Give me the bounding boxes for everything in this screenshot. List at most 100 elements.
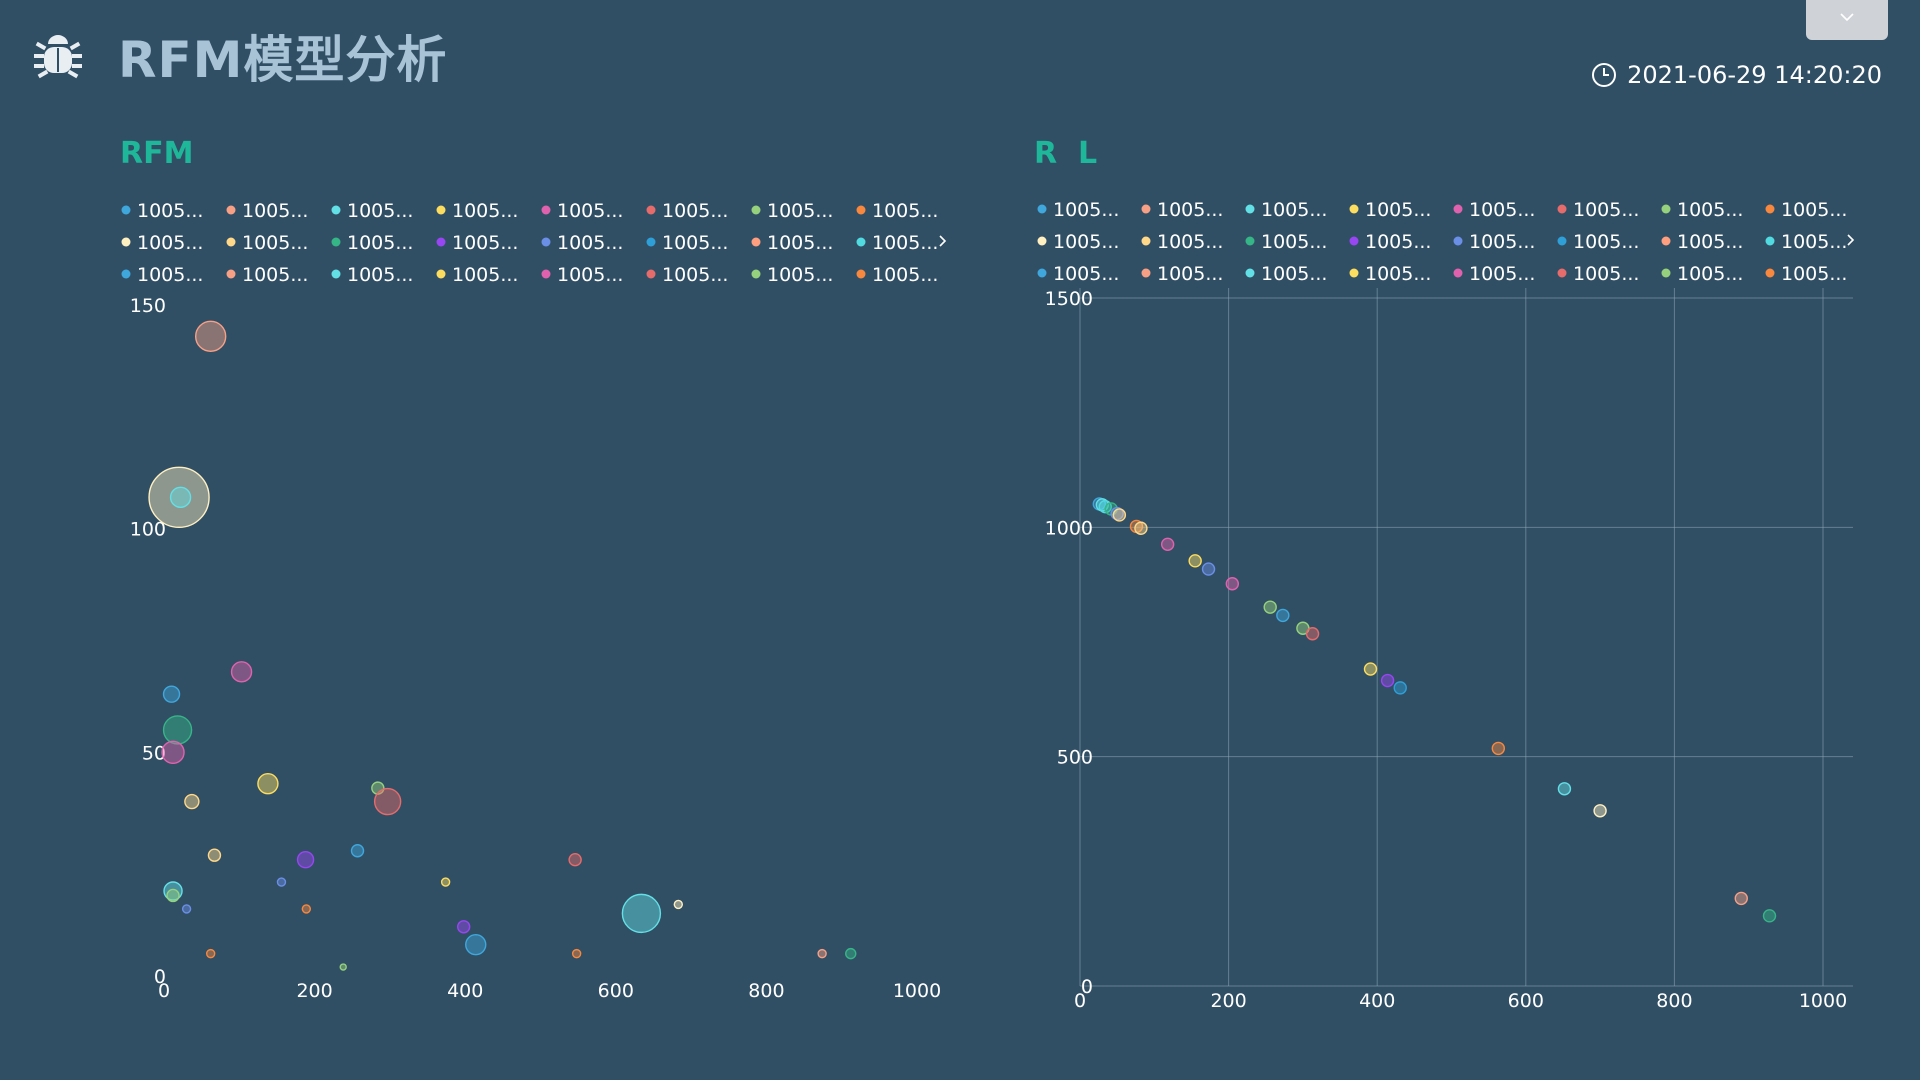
scatter-point[interactable] [456,920,471,934]
scatter-point[interactable] [230,661,253,683]
legend-item[interactable]: 1005... [331,264,414,286]
scatter-point[interactable] [673,899,683,910]
scatter-point[interactable] [1363,662,1378,676]
legend-item[interactable]: 1005... [1245,263,1328,285]
legend-item[interactable]: 1005... [1349,199,1432,221]
legend-item[interactable]: 1005... [1453,263,1536,285]
scatter-point[interactable] [1188,554,1202,568]
scatter-point[interactable] [1225,577,1240,591]
legend-item[interactable]: 1005... [331,232,414,254]
scatter-point[interactable] [161,740,185,765]
legend-item[interactable]: 1005... [856,264,939,286]
legend-item[interactable]: 1005... [1557,263,1640,285]
scatter-point[interactable] [194,320,227,353]
legend-item[interactable]: 1005... [751,200,834,222]
scatter-point[interactable] [1134,521,1148,535]
legend-item[interactable]: 1005... [1037,263,1120,285]
scatter-point[interactable] [257,772,279,795]
legend-item[interactable]: 1005... [121,200,204,222]
scatter-point[interactable] [339,963,347,971]
legend-item[interactable]: 1005... [1141,231,1224,253]
legend-item[interactable]: 1005... [1141,263,1224,285]
legend-item[interactable]: 1005... [1557,199,1640,221]
scatter-point[interactable] [373,787,402,816]
chevron-right-icon[interactable] [939,235,947,247]
legend-item[interactable]: 1005... [121,232,204,254]
legend-item[interactable]: 1005... [646,232,729,254]
legend-item[interactable]: 1005... [226,232,309,254]
legend-item[interactable]: 1005... [1557,231,1640,253]
legend-item[interactable]: 1005... [541,264,624,286]
scatter-point[interactable] [1593,804,1607,818]
scatter-point[interactable] [1263,600,1277,614]
scatter-point[interactable] [301,904,312,914]
legend-item[interactable]: 1005... [331,200,414,222]
dropdown-toggle[interactable] [1806,0,1888,40]
legend-item[interactable]: 1005... [1037,231,1120,253]
legend-item[interactable]: 1005... [226,264,309,286]
legend-item[interactable]: 1005... [1661,199,1744,221]
legend-item[interactable]: 1005... [226,200,309,222]
scatter-point[interactable] [162,715,193,745]
legend-item[interactable]: 1005... [121,264,204,286]
legend-item[interactable]: 1005... [1661,231,1744,253]
scatter-point[interactable] [205,948,216,959]
scatter-point[interactable] [1305,627,1320,641]
scatter-point[interactable] [621,893,662,934]
scatter-point[interactable] [350,844,365,858]
legend-item[interactable]: 1005... [541,200,624,222]
scatter-point[interactable] [162,685,181,703]
legend-item[interactable]: 1005... [856,232,939,254]
chevron-right-icon[interactable] [1847,234,1855,246]
legend-item[interactable]: 1005... [751,264,834,286]
legend-label: 1005... [347,200,413,222]
scatter-point[interactable] [1201,562,1216,576]
legend-item[interactable]: 1005... [1765,231,1848,253]
scatter-point[interactable] [1393,681,1407,695]
legend-item[interactable]: 1005... [646,200,729,222]
legend-item[interactable]: 1005... [436,200,519,222]
scatter-point[interactable] [465,933,487,956]
legend-item[interactable]: 1005... [1453,231,1536,253]
x-tick-label: 200 [1210,990,1246,1012]
scatter-point[interactable] [169,486,192,509]
scatter-point[interactable] [184,793,200,810]
legend-item[interactable]: 1005... [436,264,519,286]
scatter-point[interactable] [571,948,582,959]
scatter-point[interactable] [1762,909,1777,923]
legend-item[interactable]: 1005... [1141,199,1224,221]
legend-item[interactable]: 1005... [751,232,834,254]
legend-item[interactable]: 1005... [541,232,624,254]
legend-item[interactable]: 1005... [1765,199,1848,221]
legend-item[interactable]: 1005... [856,200,939,222]
legend-item[interactable]: 1005... [1349,231,1432,253]
scatter-point[interactable] [163,881,183,901]
scatter-point[interactable] [166,888,180,903]
scatter-point[interactable] [1160,537,1175,552]
scatter-point[interactable] [1734,891,1748,906]
scatter-point[interactable] [207,848,222,862]
scatter-point[interactable] [1491,741,1506,756]
scatter-point[interactable] [1276,608,1290,623]
scatter-point[interactable] [276,877,287,887]
legend-item[interactable]: 1005... [1453,199,1536,221]
scatter-point[interactable] [1112,508,1127,522]
scatter-point[interactable] [568,852,582,867]
scatter-point[interactable] [440,877,451,887]
scatter-point[interactable] [1557,782,1572,796]
legend-item[interactable]: 1005... [1037,199,1120,221]
legend-item[interactable]: 1005... [1765,263,1848,285]
legend-item[interactable]: 1005... [1245,199,1328,221]
scatter-point[interactable] [817,948,827,959]
legend-item[interactable]: 1005... [1661,263,1744,285]
scatter-point[interactable] [845,947,857,960]
legend-item[interactable]: 1005... [646,264,729,286]
legend-label: 1005... [1469,263,1535,285]
legend-item[interactable]: 1005... [1349,263,1432,285]
scatter-point[interactable] [1380,673,1395,688]
scatter-point[interactable] [296,850,315,869]
scatter-point[interactable] [181,904,192,914]
legend-item[interactable]: 1005... [436,232,519,254]
scatter-point[interactable] [148,466,210,529]
legend-item[interactable]: 1005... [1245,231,1328,253]
